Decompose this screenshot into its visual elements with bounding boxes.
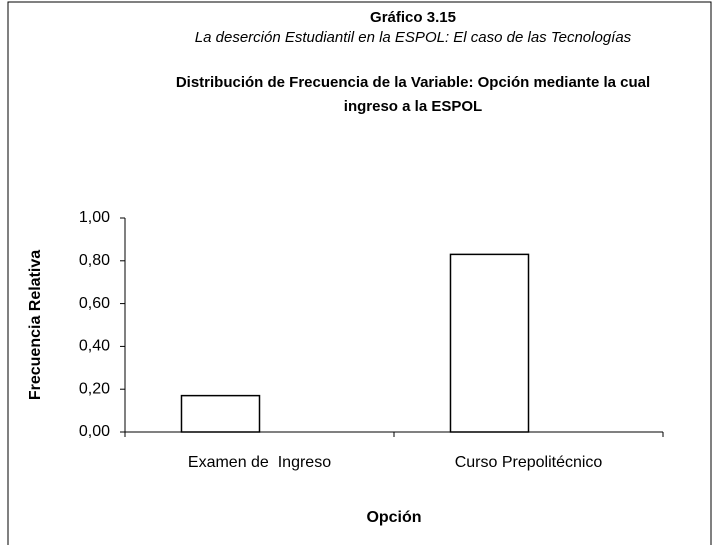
x-axis-label: Opción (366, 509, 421, 526)
chart-title: Gráfico 3.15 (370, 9, 456, 26)
y-tick-label: 0,60 (79, 295, 110, 312)
frame (7, 1, 712, 545)
y-tick-label: 1,00 (79, 209, 110, 226)
y-tick-label: 0,40 (79, 338, 110, 355)
bar (449, 253, 530, 433)
x-tick-label: Examen de Ingreso (188, 454, 331, 471)
chart-heading: Distribución de Frecuencia de la Variabl… (175, 74, 651, 115)
y-axis-label: Frecuencia Relativa (27, 250, 44, 400)
y-tick-label: 0,80 (79, 252, 110, 269)
chart-subtitle: La deserción Estudiantil en la ESPOL: El… (194, 29, 632, 46)
bar (180, 394, 261, 433)
y-tick-label: 0,00 (79, 423, 110, 440)
x-tick-label: Curso Prepolitécnico (455, 454, 603, 471)
y-tick-label: 0,20 (79, 380, 110, 397)
